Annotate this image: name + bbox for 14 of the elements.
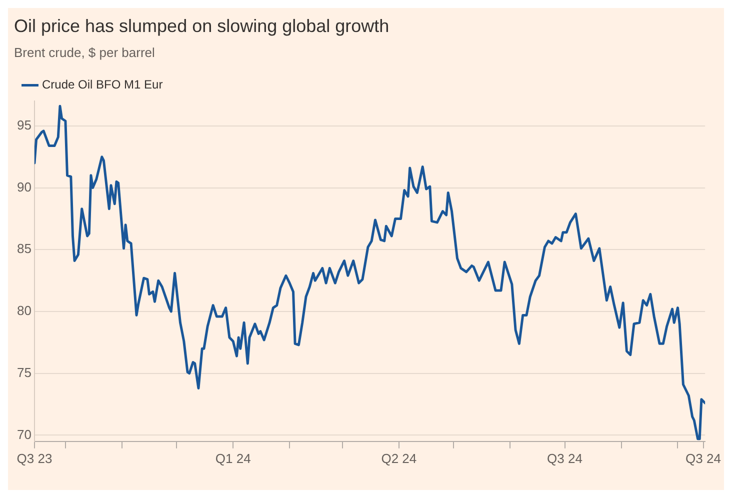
x-tick-label: Q3 24 bbox=[547, 450, 582, 466]
x-tick-label: Q2 24 bbox=[381, 450, 417, 466]
x-tick-label: Q3 23 bbox=[16, 450, 52, 466]
x-tick-label: Q3 24 bbox=[686, 450, 721, 466]
y-tick-label: 90 bbox=[16, 179, 32, 194]
y-tick-label: 80 bbox=[16, 303, 32, 318]
y-tick-label: 85 bbox=[16, 241, 32, 256]
x-tick-label: Q1 24 bbox=[215, 450, 251, 466]
chart-subtitle: Brent crude, $ per barrel bbox=[14, 44, 156, 60]
y-tick-label: 95 bbox=[16, 118, 32, 133]
y-tick-label: 70 bbox=[16, 426, 32, 442]
y-tick-label: 75 bbox=[16, 364, 32, 380]
chart-title: Oil price has slumped on slowing global growth bbox=[14, 16, 390, 36]
legend-label: Crude Oil BFO M1 Eur bbox=[42, 78, 163, 92]
